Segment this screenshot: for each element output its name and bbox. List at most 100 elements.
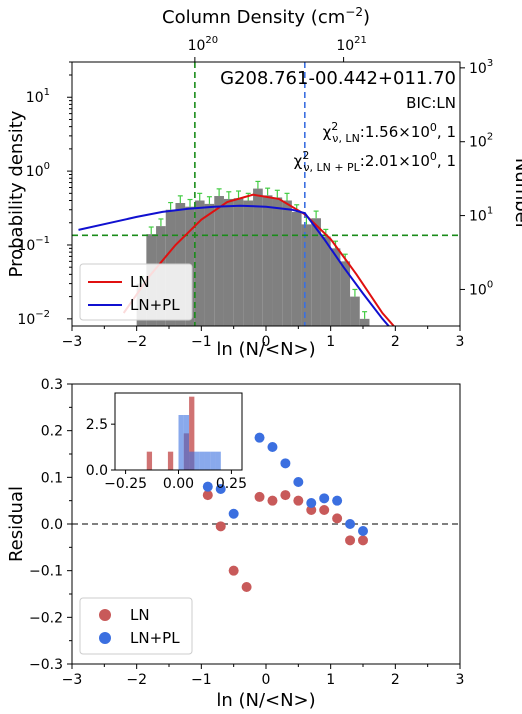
residual-legend: LN LN+PL [79,597,193,655]
inset-x-tick-label: −0.25 [104,476,147,492]
y-tick-label: 10−2 [17,309,50,328]
residual-point-ln-pl [332,495,343,506]
histogram-bar [233,198,244,326]
y-tick-label: 101 [26,87,50,106]
inset-bar-lnpl [210,451,216,470]
residual-point-ln-pl [228,508,239,519]
legend-ln-label: LN [130,273,150,291]
residual-point-ln-pl [215,484,226,494]
right-tick-label: 100 [469,279,493,298]
reference-lines [72,62,460,326]
y-tick-label: 0.0 [41,517,63,533]
residual-point-ln-pl [345,519,356,529]
y-tick-label: 10−1 [17,235,50,254]
chart-title: G208.761-00.442+011.70 [220,68,456,89]
top-tick-label: 1021 [336,35,367,54]
x-tick-label: 3 [456,672,465,688]
pdf-panel: −3 −2 −1 0 1 2 3 10−2 10−1 100 101 100 101 102 103 1… [6,5,522,360]
histogram-bar [243,200,254,326]
residual-point-ln-pl [358,526,368,536]
y-tick-label: 0.3 [41,377,63,393]
legend-ln-label: LN [130,606,150,624]
residual-point-ln [306,505,317,515]
legend-lnpl-label: LN+PL [130,296,180,314]
residual-y-axis-label: Residual [6,486,27,562]
histogram-bar [330,248,341,326]
right-tick-label: 101 [469,206,493,225]
inset-bar-lnpl [204,451,211,470]
histogram-bar [223,198,234,326]
residual-point-ln [241,582,252,592]
residual-panel: −3 −2 −1 0 1 2 3 −0.3 −0.2 −0.1 0.0 0.1 0.2 0.3 ln (… [6,377,464,711]
pdf-legend: LN LN+PL [79,263,193,321]
residual-point-ln [332,513,343,524]
y-tick-label: −0.3 [29,657,63,673]
histogram-bar [320,236,331,326]
residual-histogram-inset: −0.25 0.00 0.25 0.0 2.5 [86,392,247,492]
histogram-bar [262,195,273,326]
residual-point-ln [228,565,239,576]
chi-ln-annotation: χ2 ν, LN:1.56×100, 1 [323,120,456,145]
residual-x-axis-label: ln (N/<N>) [216,690,315,711]
residual-x-ticks: −3 −2 −1 0 1 2 3 [62,664,465,688]
y-tick-label: −0.1 [29,564,63,580]
histogram-bar [340,261,351,326]
legend-lnpl-label: LN+PL [130,629,180,647]
residual-point-ln [202,490,213,501]
histogram-bar [282,200,292,326]
residual-point-ln-pl [306,498,317,508]
top-axis-label: Column Density (cm−2) [162,5,370,28]
histogram-bar [291,211,302,326]
inset-y-tick-label: 0.0 [86,463,108,479]
inset-bar-lnpl [183,415,190,470]
top-tick-label: 1020 [188,35,219,54]
histogram-bar [350,296,360,326]
x-tick-label: −2 [126,334,147,350]
residual-point-ln-pl [254,432,265,443]
y-tick-label: 0.1 [41,470,63,486]
pdf-y-ticks: 10−2 10−1 100 101 [17,61,72,328]
residual-y-ticks: −0.3 −0.2 −0.1 0.0 0.1 0.2 0.3 [29,377,72,673]
residual-point-ln-pl [280,458,291,469]
x-tick-label: 3 [456,334,465,350]
inset-x-tick-label: 0.00 [163,476,194,492]
residual-points [202,432,368,592]
residual-point-ln-pl [202,481,213,492]
residual-point-ln [319,505,330,515]
x-tick-label: 0 [262,334,271,350]
inset-bar-ln [167,451,174,470]
histogram-bar [204,203,215,326]
inset-bar-ln [189,396,195,470]
fit-curve-ln [122,193,396,326]
x-tick-label: −2 [126,672,147,688]
residual-point-ln [254,491,265,502]
inset-bar-lnpl [194,451,200,470]
inset-bar-lnpl [178,415,184,470]
pdf-y-axis-label: Probability density [6,110,27,277]
inset-ticks: −0.25 0.00 0.25 0.0 2.5 [86,417,247,492]
legend-lnpl-marker [99,632,111,644]
x-tick-label: −1 [191,672,212,688]
histogram-bar [253,188,263,326]
x-tick-label: 0 [262,672,271,688]
histogram-bar [194,200,205,326]
pdf-right-ticks: 100 101 102 103 [460,58,493,298]
y-tick-label: 100 [26,161,50,180]
inset-x-tick-label: 0.25 [216,476,247,492]
residual-point-ln [215,521,226,532]
x-tick-label: 1 [326,672,335,688]
residual-point-ln-pl [293,477,304,487]
residual-point-ln [345,535,356,546]
residual-point-ln [267,495,278,506]
x-tick-label: −3 [62,334,83,350]
inset-bar-ln [146,451,153,470]
pdf-x-ticks: −3 −2 −1 0 1 2 3 [62,326,465,350]
fit-curves [78,193,396,326]
histogram-bar [311,218,321,326]
inset-bar-lnpl [189,451,195,470]
fit-curve-ln-pl [78,204,390,326]
y-tick-label: 0.2 [41,424,63,440]
inset-bars [146,396,221,470]
right-tick-label: 103 [469,58,493,77]
